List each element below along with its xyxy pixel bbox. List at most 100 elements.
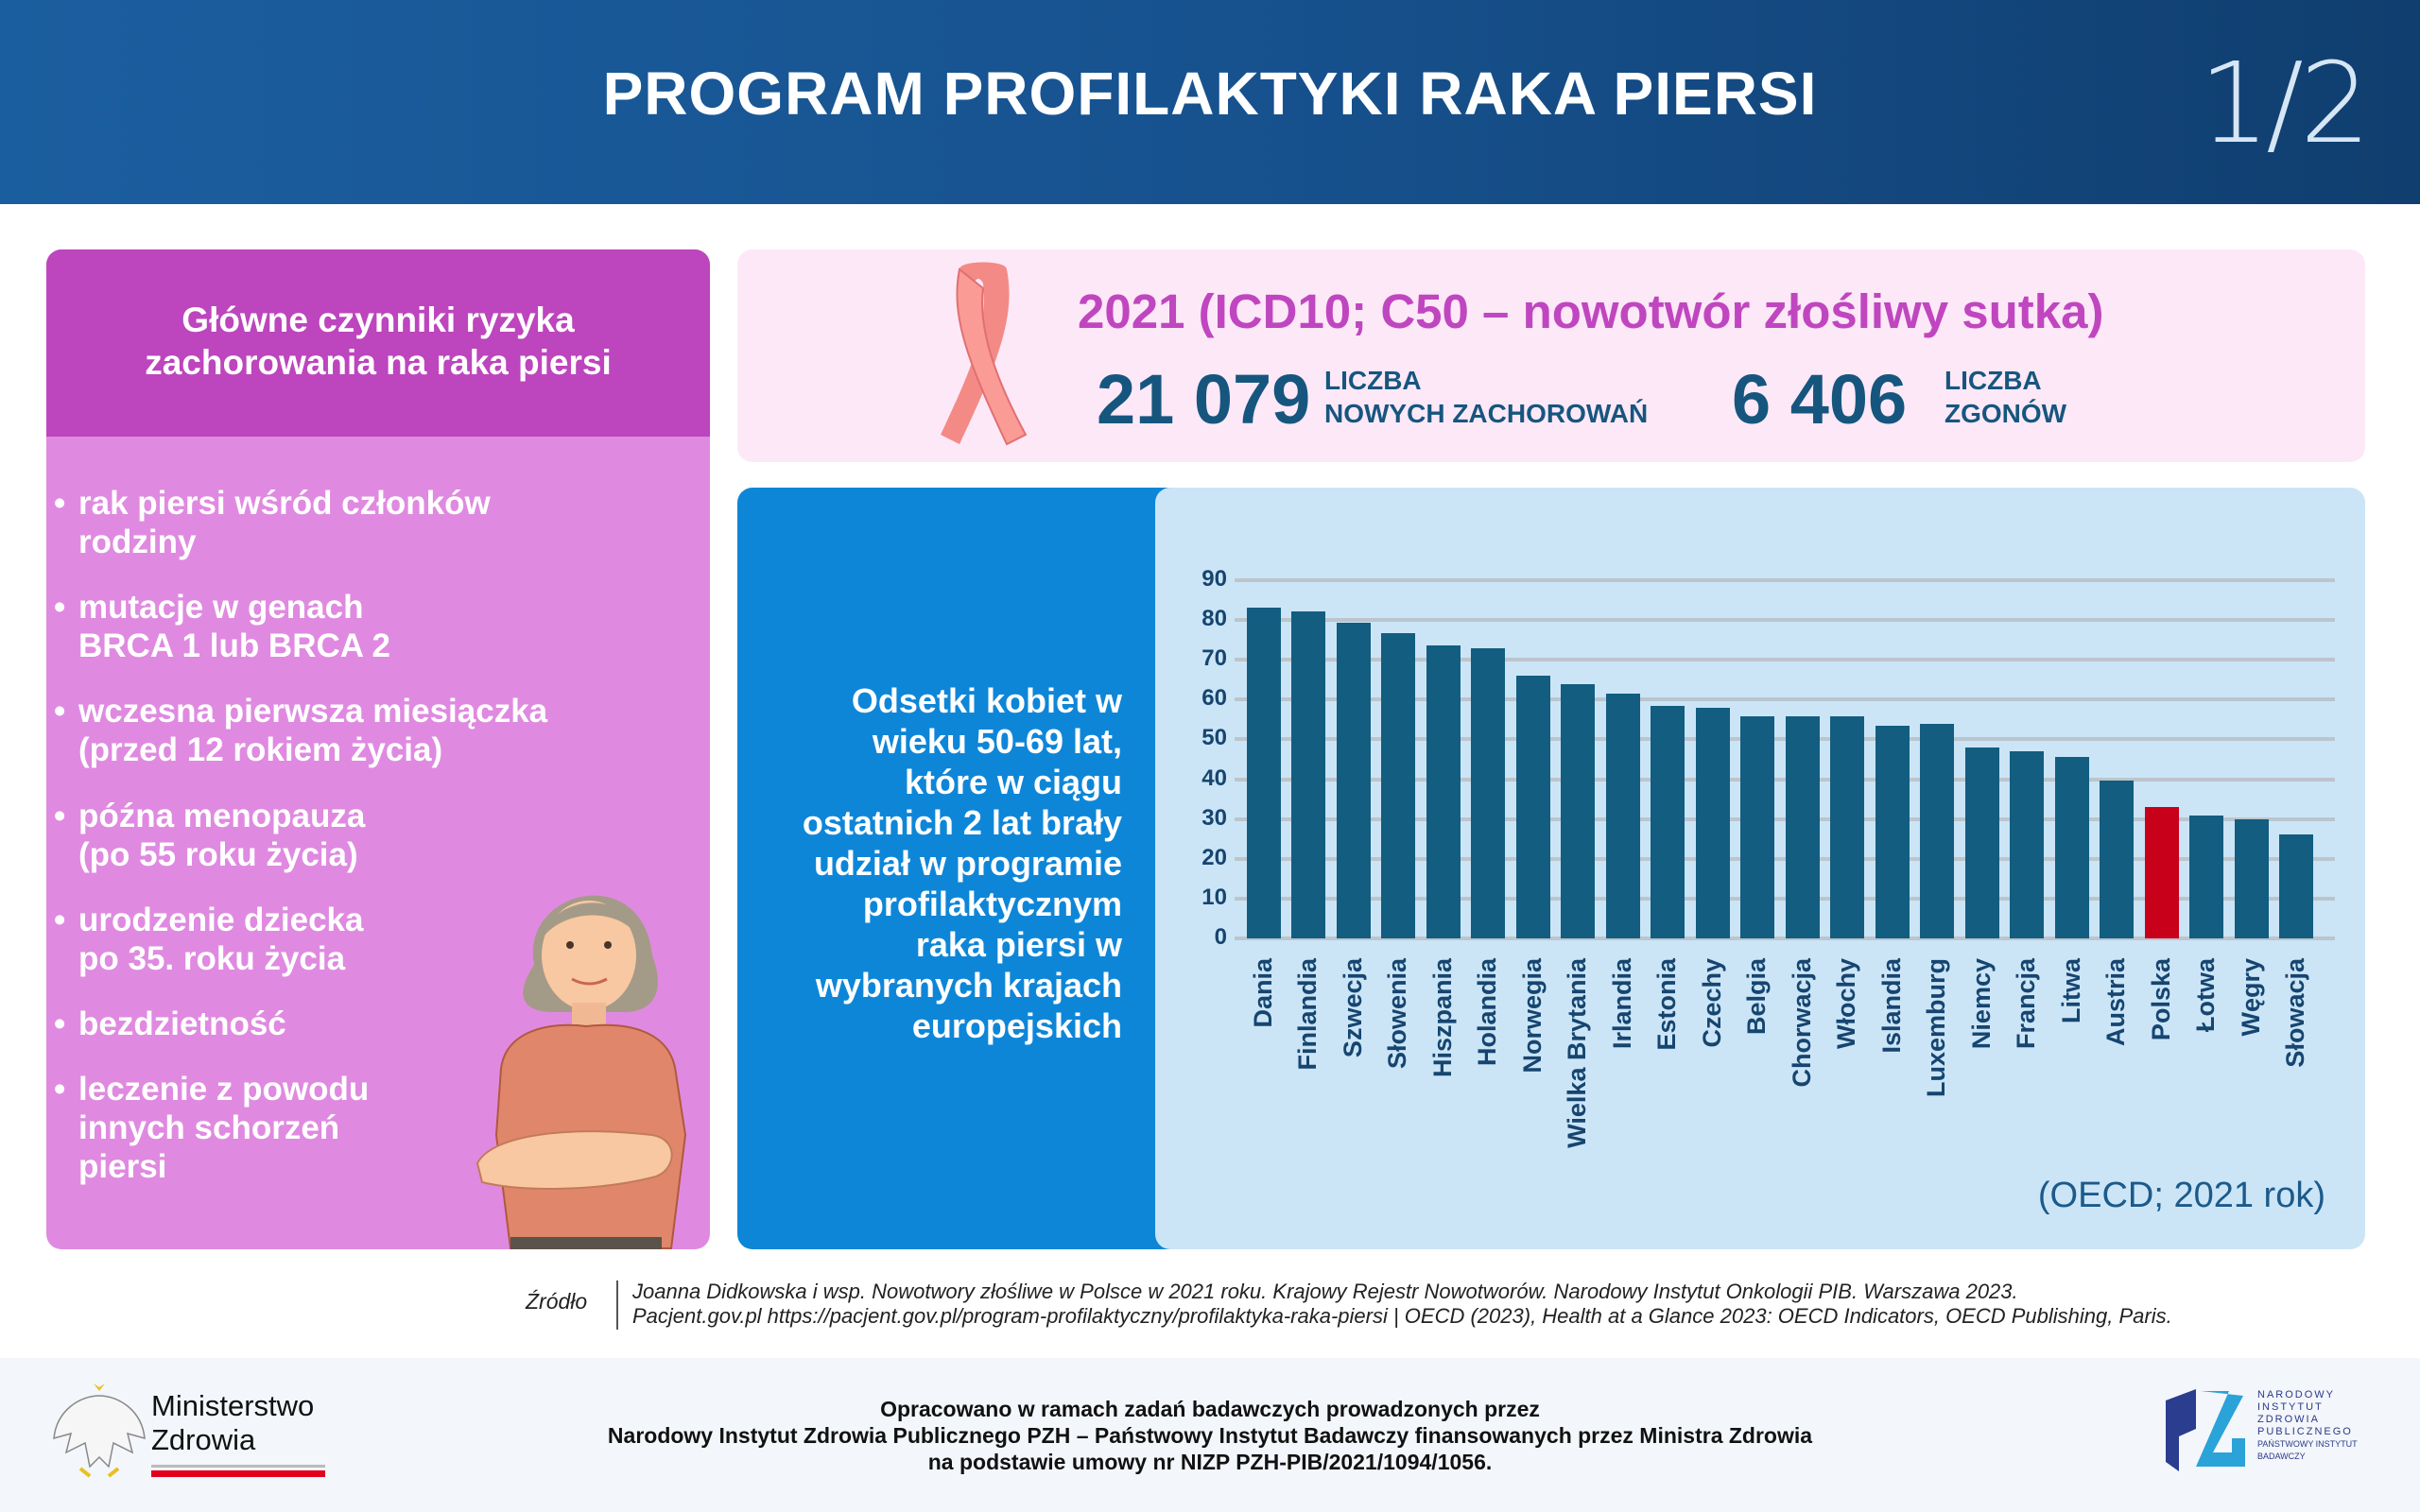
gridline bbox=[1235, 578, 2335, 582]
bar bbox=[1830, 716, 1865, 938]
ministry-line: Ministerstwo bbox=[151, 1389, 315, 1422]
risk-factors-panel: Główne czynniki ryzyka zachorowania na r… bbox=[46, 249, 710, 1249]
risk-factor-line: rodziny bbox=[78, 524, 197, 560]
ministry-line: Zdrowia bbox=[151, 1423, 256, 1456]
pink-ribbon-icon bbox=[941, 262, 1028, 446]
x-tick-label: Węgry bbox=[2236, 958, 2265, 1037]
page-title: PROGRAM PROFILAKTYKI RAKA PIERSI bbox=[602, 60, 1818, 128]
x-tick-label: Wielka Brytania bbox=[1563, 958, 1592, 1148]
gridline bbox=[1235, 777, 2335, 782]
logo-text-line: ZDROWIA bbox=[2257, 1414, 2320, 1425]
bar bbox=[1561, 684, 1596, 938]
bar bbox=[1920, 724, 1955, 938]
x-tick-label: Luxemburg bbox=[1922, 958, 1951, 1098]
description-line: udział w programie bbox=[813, 844, 1122, 883]
bullet-icon: • bbox=[54, 589, 66, 626]
logo-text-line: PUBLICZNEGO bbox=[2257, 1426, 2353, 1437]
x-tick-label: Słowacja bbox=[2281, 958, 2309, 1068]
description-line: które w ciągu bbox=[904, 763, 1122, 801]
chart-source-note: (OECD; 2021 rok) bbox=[2037, 1176, 2325, 1215]
x-tick-label: Chorwacja bbox=[1787, 958, 1816, 1088]
stats-title: 2021 (ICD10; C50 – nowotwór złośliwy sut… bbox=[1078, 284, 2104, 338]
y-tick-label: 60 bbox=[1201, 685, 1227, 712]
bar bbox=[1426, 644, 1461, 938]
woman-illustration bbox=[475, 895, 687, 1249]
risk-factor-line: innych schorzeń bbox=[78, 1109, 340, 1146]
x-tick-label: Francja bbox=[2012, 958, 2041, 1050]
bar bbox=[2189, 815, 2224, 938]
description-line: wieku 50-69 lat, bbox=[872, 722, 1122, 761]
header-banner bbox=[0, 0, 2420, 204]
source-label: Źródło bbox=[526, 1289, 588, 1314]
new-cases-label: LICZBA NOWYCH ZACHOROWAŃ bbox=[1324, 364, 1648, 430]
risk-factor-line: wczesna pierwsza miesiączka bbox=[78, 693, 548, 730]
risk-factors-title: Główne czynniki ryzyka zachorowania na r… bbox=[46, 299, 710, 384]
logo-text-line: INSTYTUT bbox=[2257, 1401, 2324, 1413]
bar bbox=[1785, 716, 1820, 938]
gridline bbox=[1235, 936, 2335, 940]
bar bbox=[2100, 781, 2135, 938]
bullet-icon: • bbox=[54, 1071, 66, 1108]
y-tick-label: 20 bbox=[1201, 844, 1227, 870]
chart-description-box bbox=[737, 488, 1172, 1249]
bar bbox=[2279, 834, 2313, 938]
footer-line: Narodowy Instytut Zdrowia Publicznego PZ… bbox=[607, 1423, 1813, 1448]
footer-line: Opracowano w ramach zadań badawczych pro… bbox=[880, 1397, 1540, 1421]
logo-red-stripe bbox=[151, 1470, 325, 1477]
x-tick-label: Dania bbox=[1249, 958, 1277, 1028]
x-tick-label: Słowenia bbox=[1383, 958, 1412, 1070]
footer bbox=[0, 1358, 2420, 1512]
risk-factor-line: BRCA 1 lub BRCA 2 bbox=[78, 627, 390, 664]
label-line: LICZBA bbox=[1324, 366, 1422, 395]
bar bbox=[1605, 693, 1640, 938]
risk-factor-item: • późna menopauza (po 55 roku życia) bbox=[54, 797, 608, 874]
bar bbox=[1471, 648, 1506, 938]
x-tick-label: Niemcy bbox=[1966, 958, 1996, 1050]
x-tick-label: Polska bbox=[2146, 958, 2175, 1041]
y-tick-label: 10 bbox=[1201, 884, 1227, 910]
risk-factor-line: (po 55 roku życia) bbox=[78, 836, 358, 873]
x-tick-label: Hiszpania bbox=[1427, 958, 1457, 1078]
bullet-icon: • bbox=[54, 693, 66, 730]
y-tick-label: 40 bbox=[1201, 765, 1227, 791]
bullet-icon: • bbox=[54, 485, 66, 522]
page-number: 1/2 bbox=[2199, 38, 2371, 168]
source-divider bbox=[616, 1280, 618, 1330]
bar bbox=[1515, 676, 1550, 938]
ministry-logo-text: Ministerstwo Zdrowia bbox=[151, 1389, 314, 1457]
deaths-value: 6 406 bbox=[1732, 360, 1908, 438]
y-tick-label: 30 bbox=[1201, 804, 1227, 831]
gridline bbox=[1235, 816, 2335, 821]
x-tick-label: Belgia bbox=[1742, 958, 1772, 1036]
title-line: Główne czynniki ryzyka bbox=[182, 301, 575, 339]
x-tick-label: Irlandia bbox=[1607, 958, 1636, 1050]
risk-factor-line: leczenie z powodu bbox=[78, 1071, 370, 1108]
risk-factor-line: mutacje w genach bbox=[78, 589, 364, 626]
bar bbox=[2234, 819, 2269, 938]
risk-factors-header bbox=[46, 249, 710, 437]
bar bbox=[1381, 632, 1416, 938]
deaths-label: LICZBA ZGONÓW bbox=[1945, 364, 2066, 430]
risk-factor-line: (przed 12 rokiem życia) bbox=[78, 731, 443, 768]
gridline bbox=[1235, 896, 2335, 901]
bar bbox=[1875, 726, 1910, 938]
gridline bbox=[1235, 737, 2335, 742]
source-line-2: Pacjent.gov.pl https://pacjent.gov.pl/pr… bbox=[632, 1304, 2172, 1328]
risk-factor-line: bezdzietność bbox=[78, 1005, 286, 1042]
gridline bbox=[1235, 618, 2335, 623]
x-tick-label: Holandia bbox=[1473, 958, 1502, 1067]
bar bbox=[1964, 747, 1999, 938]
risk-factor-item: • rak piersi wśród członków rodziny bbox=[54, 484, 608, 561]
footer-line: na podstawie umowy nr NIZP PZH-PIB/2021/… bbox=[927, 1450, 1493, 1474]
nizp-logo-text: NARODOWY INSTYTUT ZDROWIA PUBLICZNEGO PAŃSTW… bbox=[2257, 1389, 2358, 1463]
x-tick-label: Włochy bbox=[1832, 958, 1861, 1050]
x-tick-label: Litwa bbox=[2056, 958, 2085, 1024]
risk-factor-line: rak piersi wśród członków bbox=[78, 485, 491, 522]
gridline bbox=[1235, 658, 2335, 662]
description-line: Odsetki kobiet w bbox=[851, 681, 1122, 720]
x-tick-label: Austria bbox=[2101, 958, 2131, 1047]
logo-text-line: BADAWCZY bbox=[2257, 1452, 2306, 1461]
y-tick-label: 90 bbox=[1201, 566, 1227, 592]
label-line: LICZBA bbox=[1945, 366, 2042, 395]
y-tick-label: 70 bbox=[1201, 645, 1227, 672]
